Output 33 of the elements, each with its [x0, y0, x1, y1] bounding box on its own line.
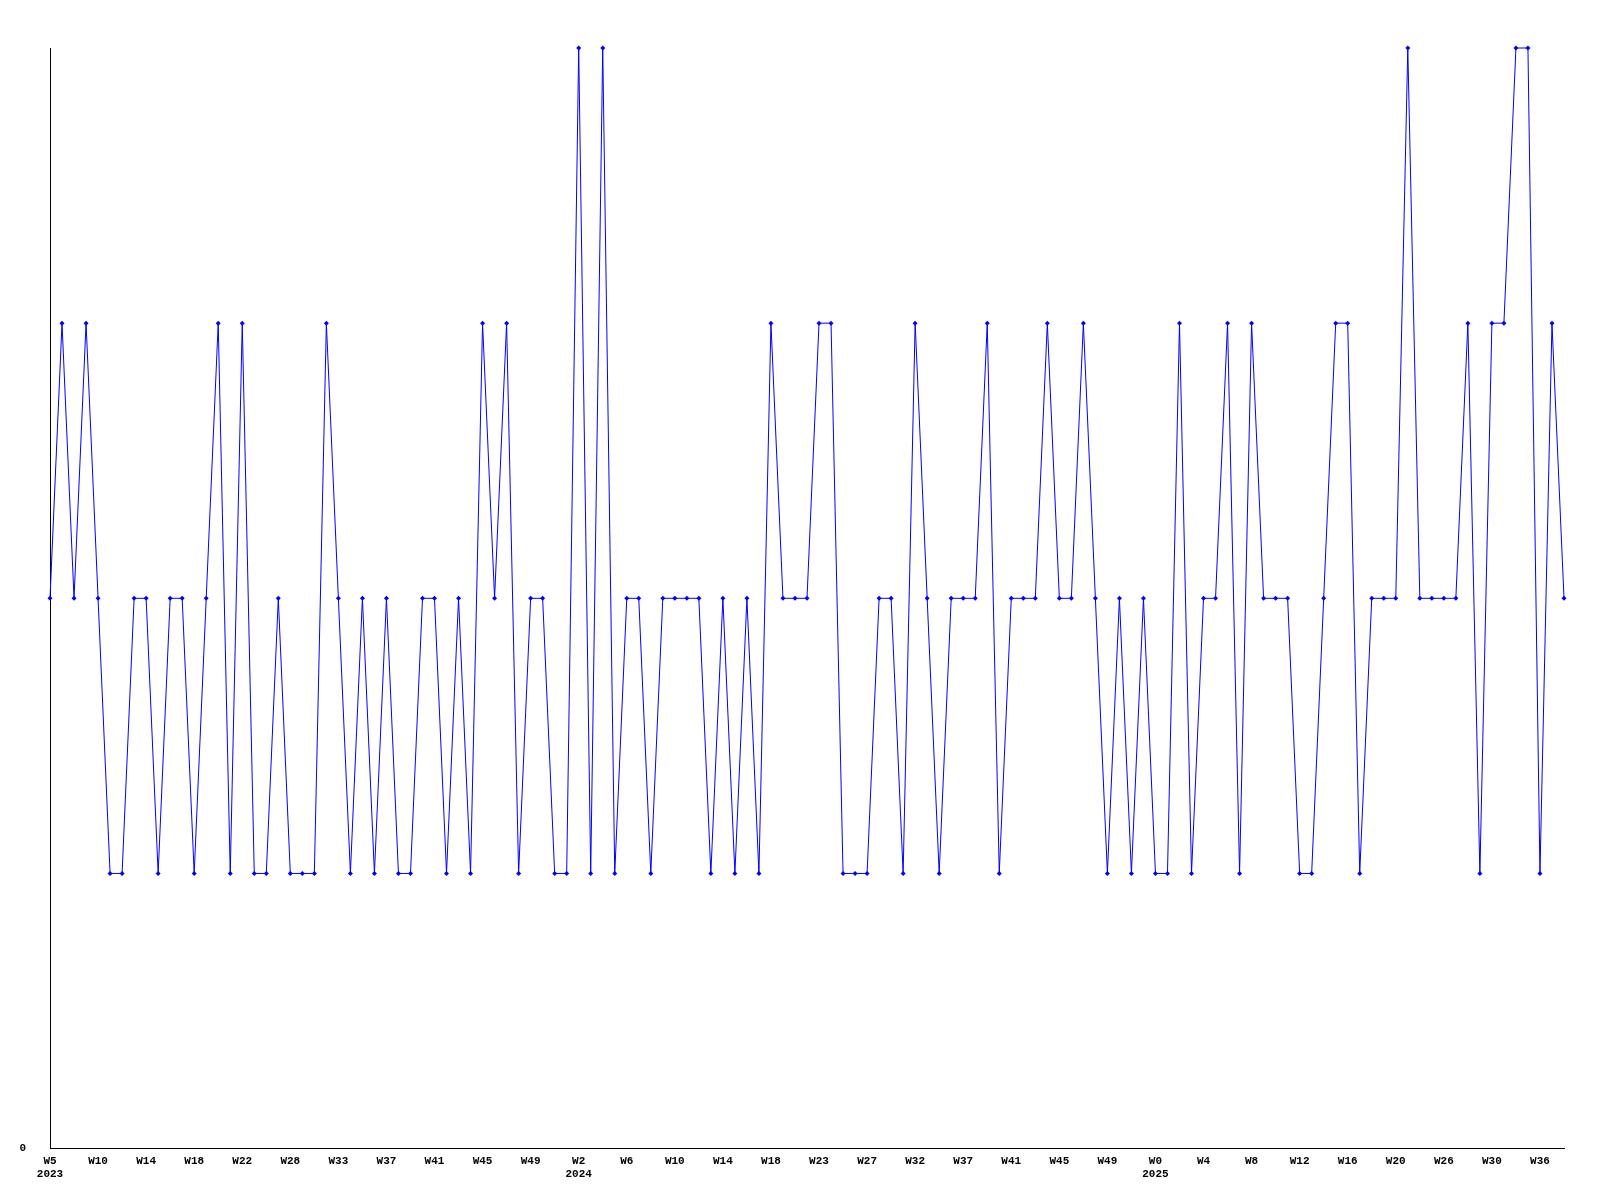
x-tick-label: W45 [472, 1154, 493, 1167]
x-tick-label: W37 [376, 1154, 397, 1167]
x-tick-label: W22 [232, 1154, 253, 1167]
x-tick-label: W14 [712, 1154, 734, 1167]
x-tick-label: W4 [1196, 1154, 1211, 1167]
x-tick-label: W23 [809, 1154, 830, 1167]
x-tick-label: W18 [761, 1154, 782, 1167]
x-tick-label: W12 [1289, 1154, 1310, 1167]
x-tick-label: W16 [1337, 1154, 1358, 1167]
x-tick-label: W49 [1097, 1154, 1118, 1167]
x-tick-label: W41 [424, 1154, 445, 1167]
x-tick-label: W41 [1001, 1154, 1022, 1167]
x-tick-label: W30 [1482, 1154, 1502, 1167]
x-tick-label: W27 [857, 1154, 877, 1167]
x-tick-label: W10 [88, 1154, 108, 1167]
text: 0 [19, 1142, 26, 1155]
x-tick-label: W45 [1049, 1154, 1070, 1167]
x-tick-label: W2 2024 [565, 1154, 593, 1181]
x-tick-label: W8 [1244, 1154, 1259, 1167]
x-tick-label: W37 [953, 1154, 974, 1167]
x-tick-label: W18 [184, 1154, 205, 1167]
x-tick-label: W0 2025 [1142, 1154, 1170, 1181]
x-tick-label: W10 [664, 1154, 685, 1167]
x-tick-label: W32 [905, 1154, 926, 1167]
x-tick-label: W5 2023 [36, 1154, 64, 1181]
x-tick-label: W26 [1433, 1154, 1454, 1167]
x-tick-label: W36 [1530, 1154, 1550, 1167]
x-tick-label: W14 [136, 1154, 157, 1167]
x-tick-label: W33 [328, 1154, 349, 1167]
x-tick-label: W49 [520, 1154, 541, 1167]
x-tick-label: W28 [280, 1154, 301, 1167]
x-tick-label: W20 [1385, 1154, 1406, 1167]
x-tick-label: W6 [620, 1154, 634, 1167]
